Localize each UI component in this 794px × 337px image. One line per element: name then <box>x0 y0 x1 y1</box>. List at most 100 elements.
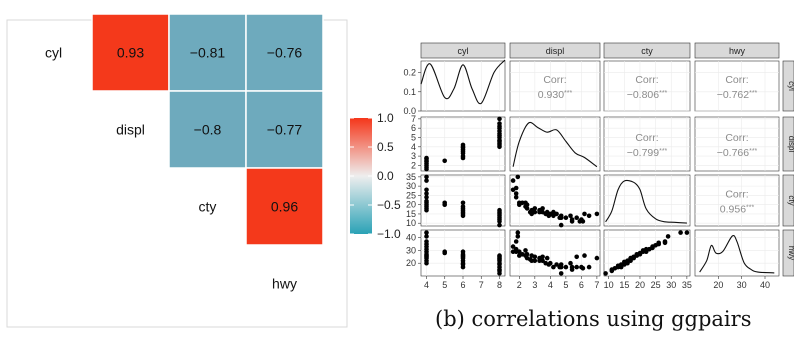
x-axis-tick-label: 2 <box>517 280 522 290</box>
y-axis-tick-label: 6 <box>411 123 416 133</box>
scatter-point <box>554 262 559 267</box>
legend-tick-label: 1.0 <box>377 111 394 125</box>
scatter-point <box>424 178 429 183</box>
correlation-value: −0.762*** <box>717 89 758 101</box>
significance-stars: *** <box>749 90 757 97</box>
scatter-point <box>515 234 521 239</box>
scatter-point <box>544 255 550 261</box>
correlation-label: Corr: <box>725 189 748 201</box>
correlation-label: Corr: <box>543 74 566 86</box>
heatmap-value-label: 0.93 <box>117 45 144 61</box>
heatmap-tile <box>168 13 247 92</box>
y-axis-tick-label: 30 <box>406 245 416 255</box>
scatter-point <box>497 219 502 224</box>
y-axis-tick-label: 20 <box>406 258 416 268</box>
scatter-point <box>497 271 502 276</box>
column-strip <box>603 42 691 59</box>
row-strip <box>782 229 794 277</box>
scatter-point <box>594 211 600 217</box>
row-strip-label: cty <box>787 195 794 205</box>
correlation-value: −0.806*** <box>627 89 668 101</box>
row-strip <box>782 60 794 112</box>
correlation-number: −0.799 <box>627 147 660 159</box>
scatter-point <box>532 258 538 264</box>
legend-tick-label: 0.0 <box>377 169 394 183</box>
ggpairs-matrix: cyl displ cty hwycyldisplctyhwy0.00.10.2234… <box>403 42 794 290</box>
correlation-number: −0.762 <box>717 89 750 101</box>
heatmap-variable-label: cyl <box>45 45 62 61</box>
significance-stars: *** <box>564 90 572 97</box>
x-axis-tick-label: 10 <box>604 280 614 290</box>
scatter-point <box>442 249 448 254</box>
significance-stars: *** <box>659 90 667 97</box>
correlation-number: −0.806 <box>627 89 660 101</box>
column-strip-label: cty <box>641 46 653 56</box>
scatter-point <box>515 230 521 235</box>
y-axis-tick-label: 2 <box>411 160 416 170</box>
scatter-point <box>540 206 545 211</box>
density-curve <box>605 179 687 224</box>
scatter-point <box>569 219 575 224</box>
panel-background <box>603 116 691 172</box>
x-axis-tick-label: 7 <box>594 280 599 290</box>
correlation-value: −0.799*** <box>627 147 668 159</box>
y-axis-tick-label: 3 <box>411 151 416 161</box>
x-axis-tick-label: 8 <box>497 280 502 290</box>
significance-stars: *** <box>659 148 667 155</box>
panel-background <box>694 229 780 277</box>
scatter-point <box>442 200 448 206</box>
scatter-point <box>510 178 516 183</box>
scatter-point <box>678 230 683 235</box>
column-strip-label: cyl <box>458 46 469 56</box>
scatter-point <box>424 187 429 193</box>
scatter-point <box>574 264 579 270</box>
scatter-point <box>424 195 429 200</box>
legend-colorbar <box>350 118 372 234</box>
y-axis-tick-label: 25 <box>406 190 416 200</box>
scatter-point <box>424 191 429 196</box>
panel-background <box>603 174 691 227</box>
x-axis-tick-label: 25 <box>651 280 661 290</box>
scatter-point <box>568 260 573 266</box>
scatter-point <box>563 264 569 270</box>
panel-background <box>694 116 780 172</box>
correlation-value: −0.766*** <box>717 147 758 159</box>
heatmap-value-label: −0.77 <box>267 122 303 138</box>
legend-tick-label: −1.0 <box>377 227 401 241</box>
x-axis-tick-label: 30 <box>666 280 676 290</box>
x-axis-tick-label: 7 <box>479 280 484 290</box>
correlation-value: 0.956*** <box>720 204 755 216</box>
scatter-point <box>497 116 502 122</box>
density-curve <box>420 59 506 105</box>
heatmap-variable-label: displ <box>116 122 145 138</box>
scatter-point <box>424 260 429 266</box>
scatter-point <box>582 253 587 258</box>
x-axis-tick-label: 20 <box>713 280 723 290</box>
y-axis-tick-label: 7 <box>411 114 416 124</box>
legend-tick-label: 0.5 <box>377 140 394 154</box>
x-axis-tick-label: 20 <box>635 280 645 290</box>
scatter-point <box>558 222 564 228</box>
correlation-number: 0.956 <box>720 204 746 216</box>
y-axis-tick-label: 40 <box>406 233 416 243</box>
row-strip-label: hwy <box>787 246 794 260</box>
row-strip <box>782 116 794 172</box>
column-strip <box>420 42 506 59</box>
scatter-point <box>442 158 448 164</box>
scatter-point <box>424 174 429 180</box>
correlation-number: 0.930 <box>538 89 564 101</box>
scatter-point <box>510 244 516 249</box>
scatter-point <box>515 174 521 180</box>
scatter-point <box>582 211 587 217</box>
scatter-point <box>594 255 600 261</box>
heatmap-variable-label: cty <box>199 199 217 215</box>
x-axis-tick-label: 30 <box>737 280 747 290</box>
panel-background <box>603 60 691 112</box>
scatter-point <box>532 254 538 260</box>
density-curve <box>512 121 598 168</box>
scatter-point <box>580 219 586 224</box>
scatter-point <box>424 155 429 161</box>
scatter-point <box>460 200 466 206</box>
x-axis-tick-label: 5 <box>563 280 568 290</box>
